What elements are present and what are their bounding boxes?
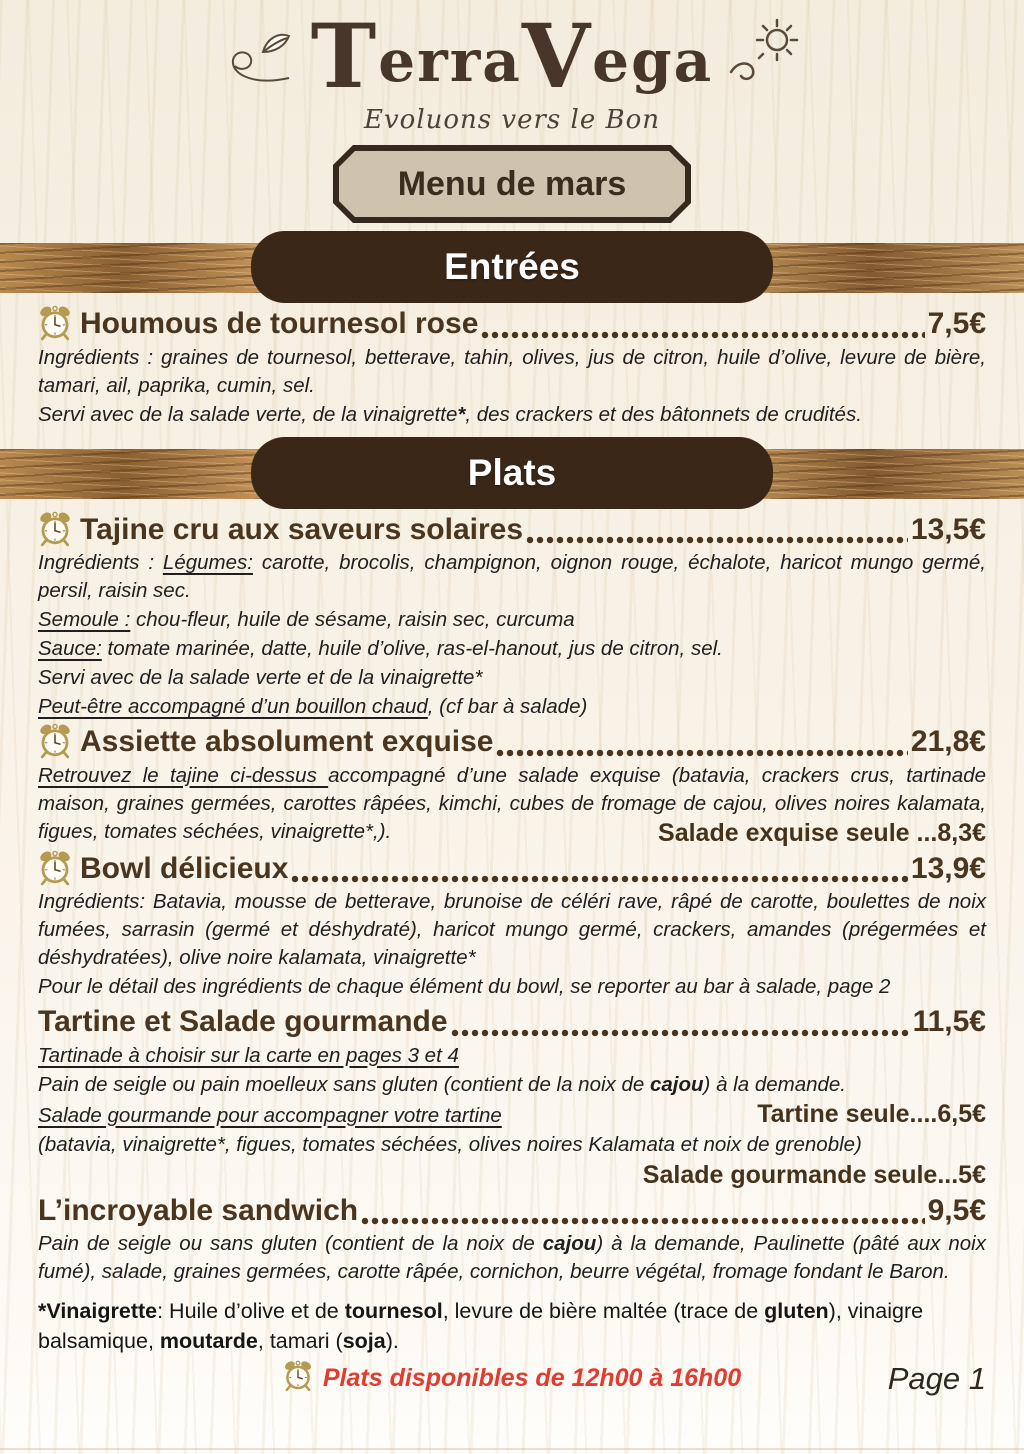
- section-banner: Plats: [0, 436, 1024, 509]
- item-description: Salade gourmande pour accompagner votre …: [38, 1100, 986, 1130]
- menu-item: Houmous de tournesol rose 7,5€ Ingrédients…: [38, 305, 986, 429]
- availability-note: Plats disponibles de 12h00 à 16h00: [322, 1364, 742, 1393]
- menu-title: Menu de mars: [397, 164, 627, 203]
- footer-clock-slot: [283, 1360, 313, 1397]
- clock-icon: [40, 511, 70, 547]
- logo: TerraVega Evoluons vers le Bon: [0, 0, 1024, 135]
- page-footer: Plats disponibles de 12h00 à 16h00 Page …: [38, 1360, 986, 1397]
- item-description: Ingrédients: Batavia, mousse de betterav…: [38, 890, 986, 969]
- logo-art: TerraVega: [231, 4, 799, 109]
- item-title-row: Bowl délicieux 13,9€: [38, 850, 986, 888]
- item-description: Retrouvez le tajine ci-dessus accompagné…: [38, 763, 987, 843]
- menu-item: Tartine et Salade gourmande 11,5€ Tartinad…: [38, 1003, 986, 1190]
- sub-price: Tartine seule....6,5€: [757, 1099, 986, 1128]
- menu-title-box: Menu de mars: [333, 145, 691, 223]
- item-description: Pour le détail des ingrédients de chaque…: [38, 975, 891, 998]
- item-title-row: L’incroyable sandwich 9,5€: [38, 1192, 986, 1230]
- item-price: 13,9€: [910, 851, 986, 885]
- item-name: Tajine cru aux saveurs solaires: [80, 512, 524, 546]
- item-description: Peut-être accompagné d’un bouillon chaud…: [38, 695, 588, 718]
- item-description: Ingrédients : graines de tournesol, bett…: [38, 345, 986, 397]
- dotted-leader: [481, 330, 925, 339]
- clock-icon: [40, 306, 70, 341]
- item-title-row: Tartine et Salade gourmande 11,5€: [38, 1003, 986, 1041]
- item-description: Pain de seigle ou pain moelleux sans glu…: [38, 1072, 846, 1096]
- item-price: 11,5€: [912, 1005, 986, 1038]
- section-title: Plats: [467, 451, 557, 493]
- item-description: (batavia, vinaigrette*, figues, tomates …: [38, 1132, 862, 1156]
- dotted-leader: [361, 1217, 925, 1225]
- clock-icon: [284, 1360, 311, 1392]
- item-description: Pain de seigle ou sans gluten (contient …: [38, 1232, 986, 1283]
- clock-icon-wrap: [38, 850, 72, 887]
- item-name: Tartine et Salade gourmande: [38, 1005, 448, 1038]
- clock-icon-wrap: [38, 305, 72, 342]
- clock-icon: [40, 724, 70, 759]
- vinaigrette-note: *Vinaigrette: Huile d’olive et de tourne…: [38, 1299, 924, 1353]
- dotted-leader: [450, 1028, 910, 1037]
- item-price: 9,5€: [927, 1193, 986, 1227]
- section-title: Entrées: [444, 246, 580, 287]
- item-price: 13,5€: [910, 512, 986, 546]
- clock-icon-wrap: [38, 723, 72, 760]
- flourish-leaf-icon: [231, 33, 291, 82]
- section-banner: Entrées: [0, 231, 1024, 303]
- item-description: Sauce: tomate marinée, datte, huile d’ol…: [38, 637, 723, 660]
- menu-item: Assiette absolument exquise 21,8€ Retrouve…: [38, 723, 986, 848]
- item-price: 7,5€: [927, 307, 986, 340]
- item-description: Ingrédients : Légumes: carotte, brocolis…: [38, 551, 987, 602]
- menu-item: Bowl délicieux 13,9€ Ingrédients: Batavia,…: [38, 850, 986, 1002]
- section-title-pill: Entrées: [251, 231, 773, 303]
- item-name: Assiette absolument exquise: [80, 725, 494, 758]
- item-description: Salade gourmande pour accompagner votre …: [38, 1103, 502, 1127]
- item-title-row: Houmous de tournesol rose 7,5€: [38, 305, 986, 343]
- clock-icon: [40, 850, 70, 886]
- menu-sections: Entrées Houmous de tournesol rose 7,5€ Ing…: [0, 231, 1024, 1286]
- item-title-row: Assiette absolument exquise 21,8€: [38, 723, 986, 761]
- sub-price: Salade exquise seule ...8,3€: [658, 818, 986, 847]
- sun-icon: [729, 18, 799, 81]
- item-title-row: Tajine cru aux saveurs solaires 13,5€: [38, 511, 986, 549]
- brand-title: TerraVega: [310, 4, 714, 108]
- item-name: Houmous de tournesol rose: [80, 307, 479, 340]
- dotted-leader: [291, 875, 908, 883]
- section-title-pill: Plats: [251, 436, 773, 509]
- item-name: L’incroyable sandwich: [38, 1193, 359, 1227]
- clock-icon-wrap: [38, 511, 72, 548]
- logo-tagline: Evoluons vers le Bon: [364, 105, 660, 135]
- menu-item: L’incroyable sandwich 9,5€ Pain de seigle …: [38, 1192, 986, 1287]
- page-number: Page 1: [887, 1360, 986, 1396]
- item-description: Tartinade à choisir sur la carte en page…: [38, 1043, 459, 1067]
- dotted-leader: [496, 748, 908, 757]
- item-description: Servi avec de la salade verte et de la v…: [38, 666, 483, 689]
- item-name: Bowl délicieux: [80, 851, 289, 885]
- item-description: Servi avec de la salade verte, de la vin…: [38, 402, 862, 426]
- item-price: 21,8€: [910, 725, 986, 758]
- menu-item: Tajine cru aux saveurs solaires 13,5€ Ingr…: [38, 511, 986, 722]
- item-description: Semoule : chou-fleur, huile de sésame, r…: [38, 608, 575, 631]
- sub-price: Salade gourmande seule...5€: [642, 1160, 986, 1189]
- availability-group: Plats disponibles de 12h00 à 16h00: [283, 1360, 741, 1397]
- dotted-leader: [526, 536, 908, 544]
